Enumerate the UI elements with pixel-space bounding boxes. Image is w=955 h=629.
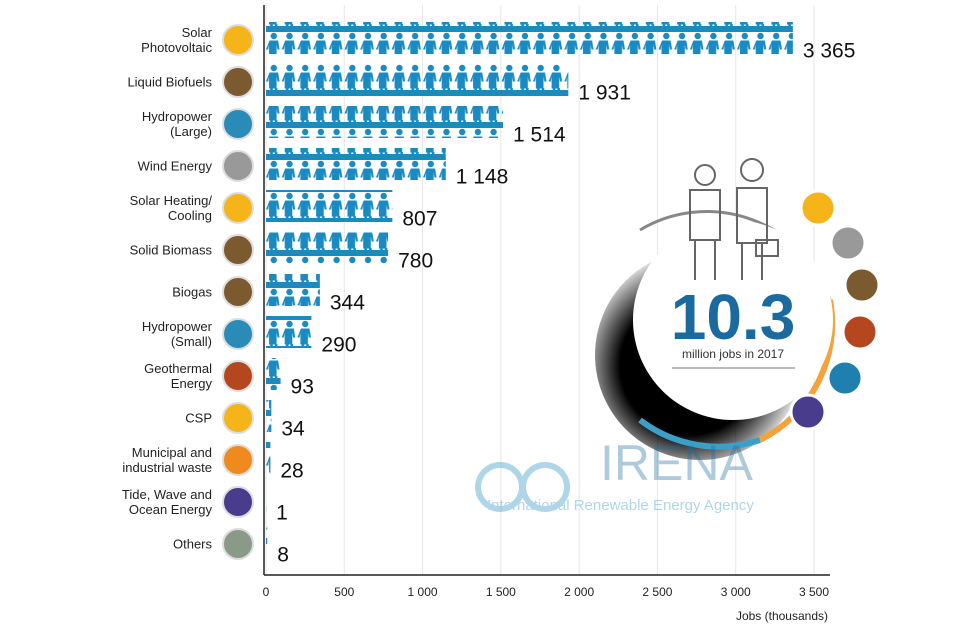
category-icon (222, 276, 254, 308)
logo: IRENA International Renewable Energy Age… (475, 435, 754, 514)
category-label: Others (172, 536, 212, 552)
bar (266, 106, 504, 138)
bar (266, 526, 268, 558)
category-label: Hydropower (Large) (141, 109, 212, 139)
value-label: 1 148 (456, 166, 509, 189)
category-icon (222, 192, 254, 224)
category-icon (222, 66, 254, 98)
value-label: 807 (402, 208, 437, 231)
value-label: 93 (291, 376, 314, 399)
category-label: Tide, Wave and Ocean Energy (121, 487, 212, 517)
value-label: 34 (281, 418, 305, 441)
bar (266, 22, 793, 54)
category-label: Wind Energy (137, 158, 212, 174)
category-icon (222, 150, 254, 182)
x-tick-label: 0 (263, 585, 270, 599)
bar (266, 316, 312, 348)
total-caption: million jobs in 2017 (682, 347, 784, 361)
workers (689, 158, 779, 280)
category-icon (222, 528, 254, 560)
value-label: 3 365 (803, 40, 856, 63)
category-label: Hydropower (Small) (141, 319, 212, 349)
x-tick-label: 2 500 (642, 585, 672, 599)
bar (266, 400, 272, 432)
value-label: 344 (330, 292, 365, 315)
circle (633, 220, 833, 420)
total-value: 10.3 (671, 281, 796, 353)
x-tick-label: 3 500 (799, 585, 829, 599)
category-icon (222, 444, 254, 476)
value-label: 780 (398, 250, 433, 273)
category-icon (222, 402, 254, 434)
bar (266, 64, 569, 96)
x-tick-label: 1 500 (486, 585, 516, 599)
category-label: CSP (185, 410, 212, 426)
value-label: 1 (276, 502, 288, 525)
total-graphic: 10.3 million jobs in 2017 (595, 158, 881, 460)
x-tick-label: 2 000 (564, 585, 594, 599)
bar (266, 190, 393, 222)
value-label: 8 (277, 544, 289, 567)
value-label: 1 931 (578, 82, 631, 105)
bar (266, 148, 446, 180)
logo-caption: International Renewable Energy Agency (487, 497, 754, 514)
value-label: 1 514 (513, 124, 566, 147)
arc (638, 417, 761, 450)
category-label: Solid Biomass (129, 242, 212, 258)
category-icon (222, 486, 254, 518)
category-icon (222, 108, 254, 140)
x-tick-label: 3 000 (721, 585, 751, 599)
x-tick-label: 1 000 (408, 585, 438, 599)
category-icon (222, 318, 254, 350)
x-tick-label: 500 (334, 585, 354, 599)
bar (266, 358, 281, 390)
x-axis-title: Jobs (thousands) (736, 609, 828, 623)
bar (266, 232, 389, 264)
logo-text: IRENA (600, 435, 753, 491)
category-label: Liquid Biofuels (127, 74, 212, 90)
category-icon (222, 234, 254, 266)
bar (266, 442, 271, 474)
value-label: 28 (280, 460, 303, 483)
value-label: 290 (321, 334, 356, 357)
category-label: Municipal and industrial waste (122, 445, 212, 475)
category-icon (222, 24, 254, 56)
category-icon (222, 360, 254, 392)
bar (266, 274, 320, 306)
category-label: Geothermal Energy (144, 361, 212, 391)
category-label: Solar Photovoltaic (141, 25, 212, 55)
category-label: Solar Heating/ Cooling (129, 193, 212, 223)
category-label: Biogas (172, 284, 212, 300)
